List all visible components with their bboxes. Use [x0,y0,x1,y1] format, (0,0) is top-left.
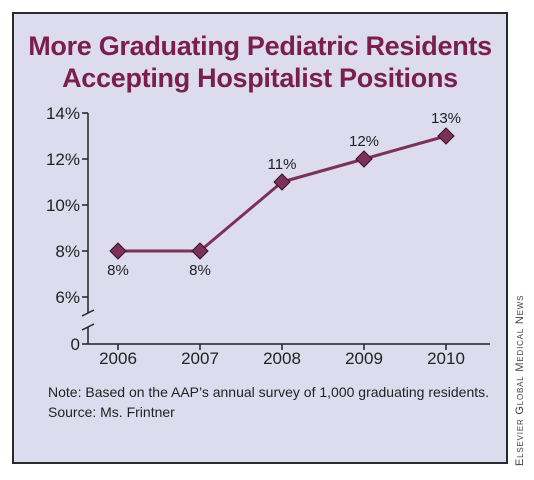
title-line-2: Accepting Hospitalist Positions [62,63,458,93]
y-tick-label: 12% [46,150,80,169]
x-tick-label: 2008 [263,349,301,368]
data-label: 8% [107,262,129,279]
data-point [273,173,291,191]
y-tick-label: 10% [46,196,80,215]
notes-block: Note: Based on the AAP’s annual survey o… [48,382,508,422]
credit-text: Elsevier Global Medical News [514,294,526,466]
y-tick-label: 6% [55,288,80,307]
title-line-1: More Graduating Pediatric Residents [28,31,492,61]
data-point [437,127,455,145]
data-label: 11% [268,156,297,173]
chart-title: More Graduating Pediatric Residents Acce… [14,30,506,94]
series-line [118,134,447,253]
data-point [355,150,373,168]
survey-note: Note: Based on the AAP’s annual survey o… [48,384,490,400]
axis-break-mark [81,323,95,331]
y-tick-label: 8% [55,242,80,261]
data-point [109,242,127,260]
x-tick-label: 2007 [181,349,219,368]
y-tick-label: 14% [46,104,80,123]
y-tick-label: 0 [71,335,80,354]
axis-break-mark [81,309,95,317]
x-tick-label: 2009 [345,349,383,368]
chart-frame: More Graduating Pediatric Residents Acce… [12,12,508,464]
source-note: Source: Ms. Frintner [48,404,175,420]
x-tick-label: 2006 [99,349,137,368]
x-tick-label: 2010 [427,349,465,368]
data-label: 8% [189,262,211,279]
data-label: 13% [431,110,461,127]
data-label: 12% [349,133,379,150]
data-point [191,242,209,260]
